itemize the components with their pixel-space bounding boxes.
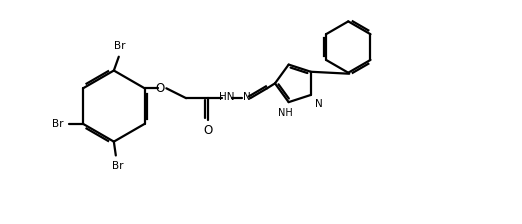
Text: Br: Br [52, 119, 63, 129]
Text: Br: Br [114, 41, 125, 51]
Text: N: N [315, 99, 323, 109]
Text: HN: HN [219, 92, 234, 102]
Text: O: O [203, 124, 212, 137]
Text: N: N [243, 92, 251, 102]
Text: Br: Br [112, 161, 124, 171]
Text: O: O [156, 82, 165, 95]
Text: NH: NH [278, 108, 293, 118]
